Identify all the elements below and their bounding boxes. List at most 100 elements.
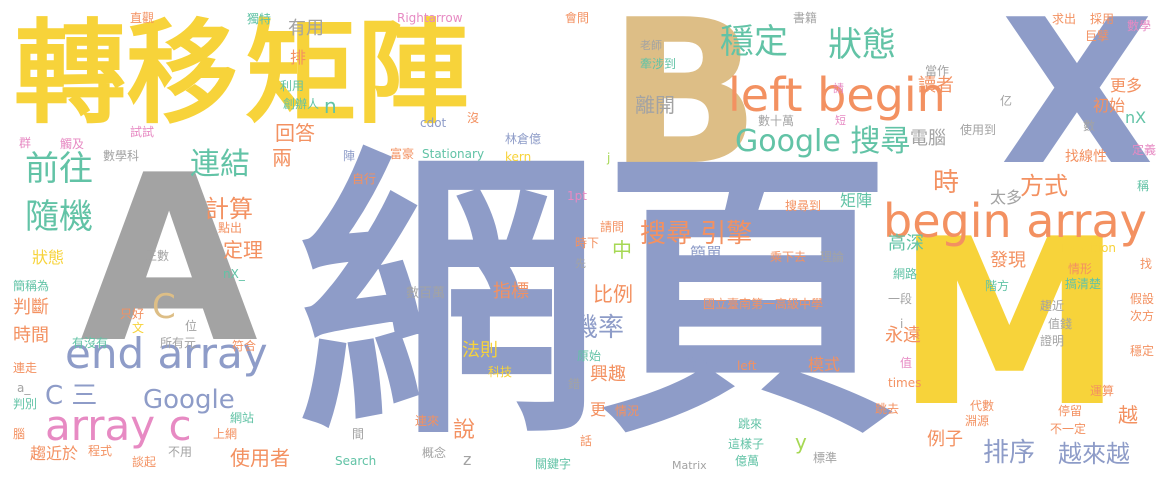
word-cloud-word: 概念 xyxy=(422,446,447,460)
word-cloud-word: 獨特 xyxy=(247,12,272,26)
word-cloud-word: 標準 xyxy=(813,451,838,465)
word-cloud-word: 利用 xyxy=(280,79,305,93)
word-cloud-word: 情形 xyxy=(1068,262,1093,276)
word-cloud-word: 搞清楚 xyxy=(1065,277,1102,291)
word-cloud-word: array c xyxy=(45,401,192,450)
word-cloud-word: 時下 xyxy=(575,236,600,250)
word-cloud-word: left begin xyxy=(728,68,946,122)
word-cloud-word: B xyxy=(608,0,761,210)
word-cloud-word: 法則 xyxy=(462,340,498,361)
word-cloud-word: 時間 xyxy=(13,325,49,346)
word-cloud-word: 發展出 xyxy=(686,356,723,370)
word-cloud-word: left xyxy=(737,359,757,373)
word-cloud-word: 狀態 xyxy=(32,248,65,267)
word-cloud-word: 計算 xyxy=(205,195,253,223)
word-cloud-word: 排序 xyxy=(983,438,1036,468)
word-cloud-word: 越來越 xyxy=(1058,440,1130,468)
word-cloud-word: 更 xyxy=(590,400,607,419)
word-cloud-word: Rightarrow xyxy=(397,11,463,25)
word-cloud-word: 簡稱為 xyxy=(13,279,50,293)
word-cloud-word: 稱 xyxy=(1137,179,1150,193)
word-cloud-word: 情況 xyxy=(615,404,640,418)
word-cloud-word: 轉移 xyxy=(14,9,238,139)
word-cloud-word: X xyxy=(1000,0,1155,210)
word-cloud-word: 判別 xyxy=(13,397,38,411)
word-cloud-word: 1pt xyxy=(567,189,587,203)
word-cloud-word: 求出 xyxy=(1052,12,1077,26)
word-cloud-word: j xyxy=(607,151,611,165)
word-cloud-word: 更多 xyxy=(1110,76,1143,95)
word-cloud-word: 找線性 xyxy=(1065,149,1107,165)
word-cloud-word: Google xyxy=(143,385,235,415)
word-cloud-word: Google 搜尋 xyxy=(735,124,911,159)
word-cloud-word: times xyxy=(888,376,922,390)
word-cloud-word: 高深 xyxy=(888,233,924,254)
word-cloud-word: i xyxy=(900,317,904,331)
word-cloud-word: 會問 xyxy=(565,11,590,25)
word-cloud-word: 科技 xyxy=(488,365,513,379)
word-cloud-word: 模式 xyxy=(808,355,841,374)
word-cloud-word: 不用 xyxy=(168,445,193,459)
word-cloud-word: 創辦人 xyxy=(283,97,320,111)
word-cloud-word: 假設 xyxy=(1130,292,1155,306)
word-cloud-word: 離開 xyxy=(635,93,675,117)
word-cloud-word: 永遠 xyxy=(885,325,921,346)
word-cloud-word: 運算 xyxy=(1090,384,1115,398)
word-cloud-word: n xyxy=(324,94,337,118)
word-cloud-word: 談起 xyxy=(132,455,157,469)
word-cloud-word: 億萬 xyxy=(735,454,760,468)
word-cloud-word: 使用者 xyxy=(230,446,290,470)
word-cloud-word: nX xyxy=(1125,108,1147,127)
word-cloud-word: 直觀 xyxy=(130,11,155,25)
word-cloud-word: 正數 xyxy=(145,249,170,263)
word-cloud-word: kern xyxy=(505,150,532,164)
word-cloud-word: 數 xyxy=(1083,119,1096,133)
word-cloud-word: 請 xyxy=(833,82,844,95)
word-cloud-word: 話 xyxy=(580,434,593,448)
word-cloud-word: 老師 xyxy=(640,39,662,52)
word-cloud-word: 一段 xyxy=(888,292,913,306)
word-cloud-word: 停留 xyxy=(1058,404,1083,418)
word-cloud-word: 牽涉到 xyxy=(640,57,677,71)
word-cloud-word: 符合 xyxy=(232,339,257,353)
word-cloud-word: 讀者 xyxy=(918,75,954,96)
word-cloud-word: 定理 xyxy=(223,238,263,262)
word-cloud-word: 簡單 xyxy=(690,244,723,263)
word-cloud-word: 階方 xyxy=(985,279,1010,293)
word-cloud-word: 數學科 xyxy=(103,149,140,163)
word-cloud-word: 排 xyxy=(290,48,307,67)
word-cloud-word: 矩陣 xyxy=(840,191,873,210)
word-cloud-word: 觸及 xyxy=(60,137,85,151)
word-cloud-word: 太多 xyxy=(990,188,1023,207)
word-cloud-word: 請問 xyxy=(600,220,625,234)
word-cloud-word: 先 xyxy=(575,257,586,270)
word-cloud-word: 有用 xyxy=(288,18,324,39)
word-cloud-word: 次方 xyxy=(1130,309,1155,323)
word-cloud-word: 時 xyxy=(933,168,960,198)
word-cloud-word: 網路 xyxy=(893,267,918,281)
word-cloud-word: 趨近於 xyxy=(30,444,79,463)
word-cloud-word: 穩定 xyxy=(1130,344,1155,358)
word-cloud-word: 原始 xyxy=(577,349,602,363)
word-cloud-word: 回答 xyxy=(275,121,315,145)
word-cloud-word: 找 xyxy=(1140,257,1153,271)
word-cloud-word: cdot xyxy=(420,116,447,130)
word-cloud-word: 連來 xyxy=(415,414,440,428)
word-cloud-word: 兩 xyxy=(272,146,292,170)
word-cloud-word: Transition xyxy=(1058,241,1117,255)
word-cloud-word: 亿 xyxy=(1000,94,1013,108)
word-cloud-word: 中 xyxy=(612,238,632,262)
word-cloud-word: 國立臺南第一高級中學 xyxy=(703,297,824,311)
word-cloud-word: 比例 xyxy=(593,282,633,306)
word-cloud-word: 使用到 xyxy=(960,123,997,137)
word-cloud-word: 機率 xyxy=(572,313,625,343)
word-cloud-word: 跳去 xyxy=(875,402,900,416)
word-cloud-word: 定義 xyxy=(1132,143,1157,157)
word-cloud-word: 沒 xyxy=(467,111,480,125)
word-cloud-word: 代數 xyxy=(970,399,995,413)
word-cloud-word: 數學 xyxy=(1127,19,1152,33)
word-cloud-word: 隨機 xyxy=(25,197,93,237)
word-cloud-word: 有沒有 xyxy=(72,336,109,350)
word-cloud-word: 發現 xyxy=(990,250,1026,271)
